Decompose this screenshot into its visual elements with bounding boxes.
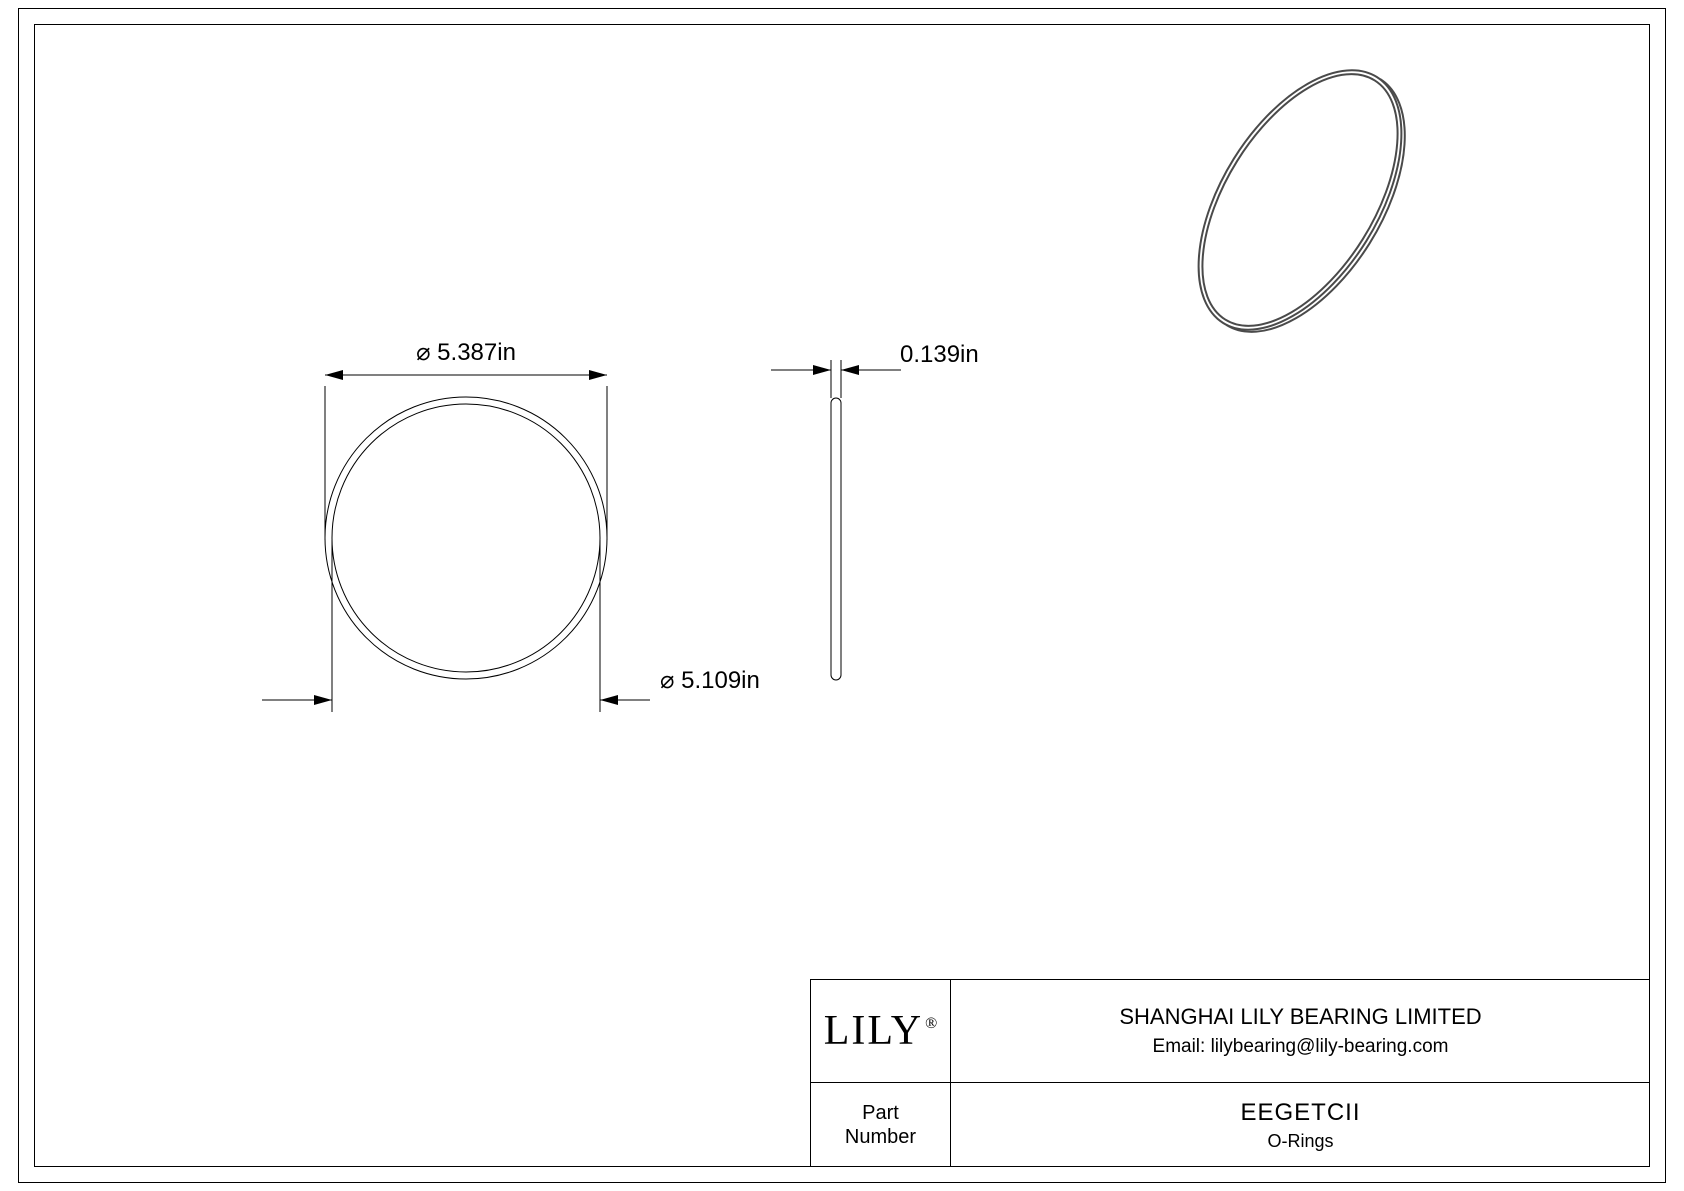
part-value-cell: EEGETCII O-Rings [951, 1083, 1650, 1167]
part-label-line1: Part [862, 1101, 899, 1125]
part-description: O-Rings [1267, 1131, 1333, 1152]
isometric-view [1157, 36, 1446, 367]
svg-text:⌀ 5.109in: ⌀ 5.109in [660, 667, 760, 694]
side-view [831, 398, 841, 680]
company-email: Email: lilybearing@lily-bearing.com [1153, 1036, 1449, 1058]
title-block: LILY® SHANGHAI LILY BEARING LIMITED Emai… [810, 979, 1650, 1167]
company-name: SHANGHAI LILY BEARING LIMITED [1119, 1004, 1481, 1030]
part-number: EEGETCII [1240, 1099, 1360, 1127]
logo-text: LILY® [824, 1007, 938, 1055]
company-cell: SHANGHAI LILY BEARING LIMITED Email: lil… [951, 980, 1650, 1082]
logo-word: LILY [824, 1008, 923, 1054]
title-row-part: Part Number EEGETCII O-Rings [811, 1083, 1650, 1167]
svg-text:0.139in: 0.139in [900, 341, 979, 368]
part-label-line2: Number [845, 1125, 916, 1149]
title-row-company: LILY® SHANGHAI LILY BEARING LIMITED Emai… [811, 980, 1650, 1083]
svg-text:⌀ 5.387in: ⌀ 5.387in [416, 339, 516, 366]
part-label-cell: Part Number [811, 1083, 951, 1167]
logo-registered-mark: ® [925, 1015, 939, 1032]
logo-cell: LILY® [811, 980, 951, 1082]
